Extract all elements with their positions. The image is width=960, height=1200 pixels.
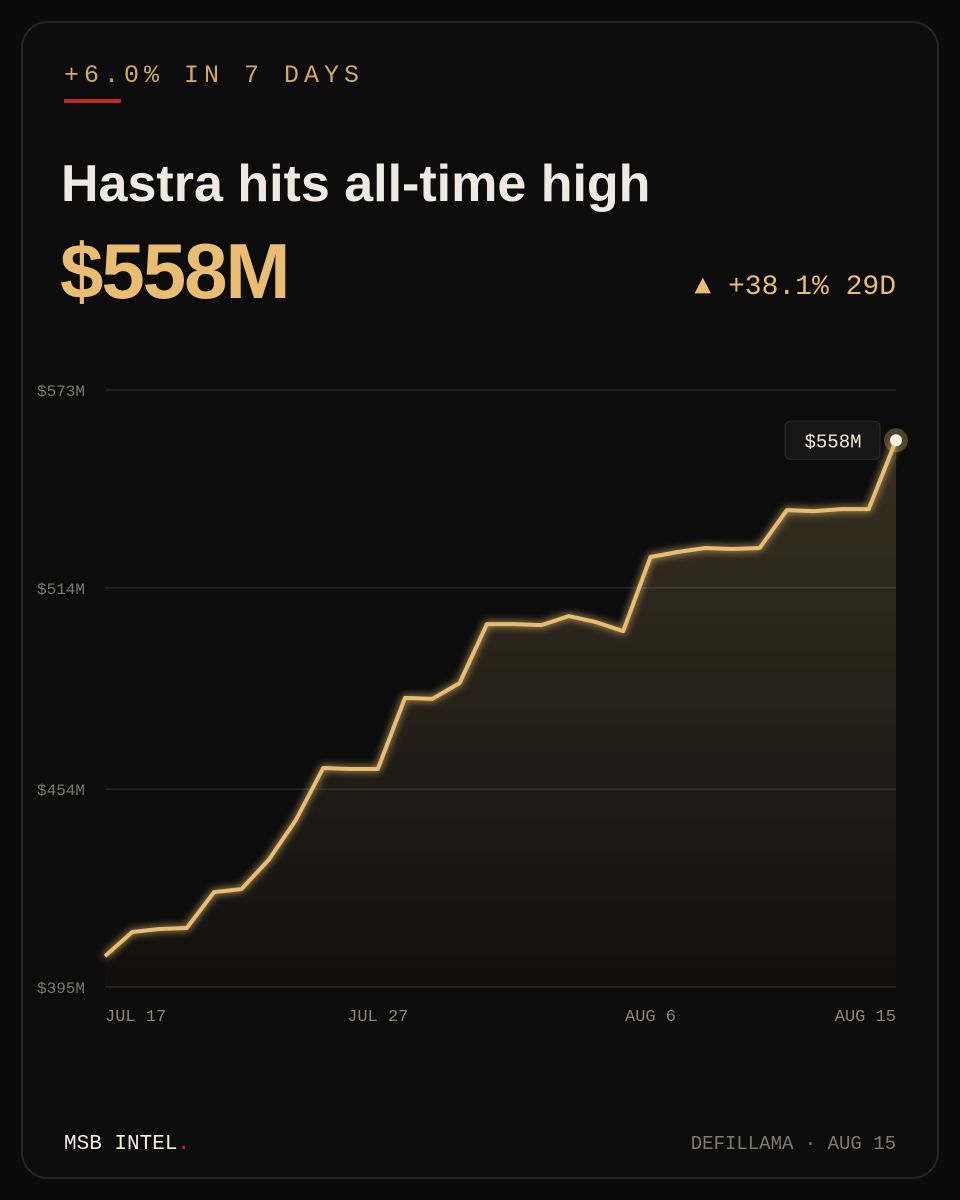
change: ▲ +38.1% 29D bbox=[694, 272, 896, 303]
line bbox=[103, 439, 898, 958]
end-label: $558M bbox=[804, 431, 861, 453]
brand-name: MSB INTEL bbox=[64, 1133, 177, 1156]
end-point bbox=[890, 434, 902, 447]
kicker: +6.0% IN 7 DAYS bbox=[64, 61, 364, 90]
x-tick-label: AUG 15 bbox=[835, 1008, 896, 1027]
y-tick-label: $454M bbox=[37, 782, 85, 800]
kicker-underline bbox=[64, 99, 121, 103]
brand: MSB INTEL. bbox=[64, 1133, 190, 1156]
y-tick-label: $573M bbox=[37, 383, 85, 401]
y-tick-label: $514M bbox=[37, 581, 85, 599]
end-label-box bbox=[784, 420, 881, 460]
x-tick-label: JUL 27 bbox=[347, 1008, 408, 1027]
y-tick-label: $395M bbox=[37, 980, 85, 998]
headline-value: $558M bbox=[60, 227, 289, 315]
x-tick-label: JUL 17 bbox=[105, 1008, 166, 1027]
chart-title: Hastra hits all-time high bbox=[61, 155, 650, 213]
source: DEFILLAMA · AUG 15 bbox=[691, 1133, 896, 1155]
plot: $395M $454M $514M $573M JUL 17 JUL 27 AUG 6 AUG… bbox=[37, 383, 908, 1027]
area-fill bbox=[105, 440, 896, 987]
brand-dot: . bbox=[177, 1133, 190, 1156]
x-tick-label: AUG 6 bbox=[625, 1008, 676, 1027]
